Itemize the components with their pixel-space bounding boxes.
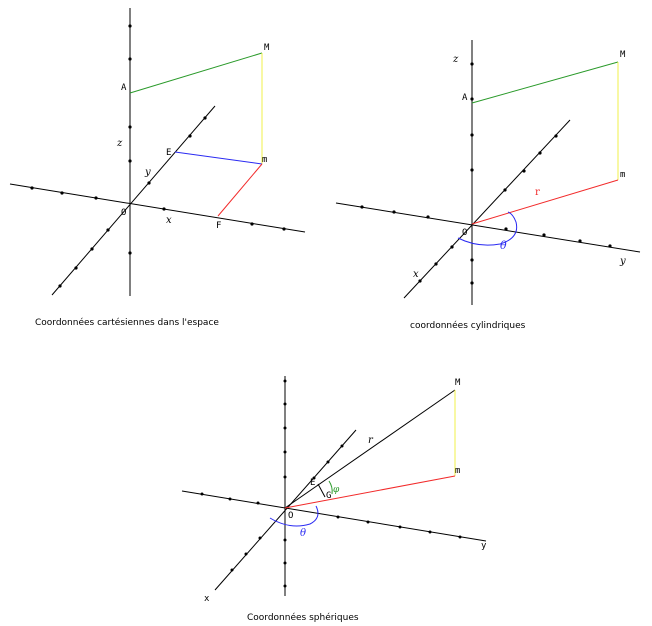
label-y: y xyxy=(144,167,151,178)
green-segment-AM xyxy=(471,61,619,104)
label-x: x xyxy=(166,215,172,226)
green-segment-AM xyxy=(129,52,263,94)
theta-arc xyxy=(269,505,319,527)
label-A: A xyxy=(462,93,468,103)
label-m: m xyxy=(620,170,625,180)
segment-EG xyxy=(317,483,326,498)
caption-cartesian: Coordonnées cartésiennes dans l'espace xyxy=(35,317,219,328)
label-m: m xyxy=(262,155,267,165)
axis-ticks xyxy=(30,24,286,288)
label-E: E xyxy=(310,478,315,488)
label-y: y xyxy=(619,256,626,267)
y-axis xyxy=(181,490,487,542)
horizontal-axis xyxy=(9,183,306,233)
label-M: M xyxy=(264,43,270,53)
radius-r-segment xyxy=(284,389,456,509)
label-r: r xyxy=(535,187,540,198)
label-M: M xyxy=(620,50,626,60)
axis-ticks xyxy=(200,379,462,588)
radius-r-segment xyxy=(471,179,619,225)
x-axis xyxy=(214,429,357,591)
label-phi: φ xyxy=(333,485,340,495)
red-segment-Om xyxy=(284,475,456,509)
label-O: O xyxy=(121,208,126,218)
label-r: r xyxy=(368,435,374,446)
theta-arc xyxy=(457,211,518,246)
spherical-panel: M r m E G φ O θ y x Coordonnées sphériqu… xyxy=(181,376,487,623)
blue-segment-Em xyxy=(174,151,263,165)
label-O: O xyxy=(462,228,467,238)
caption-cylindrical: coordonnées cylindriques xyxy=(410,320,526,331)
label-m: m xyxy=(455,466,460,476)
cylindrical-panel: z M A m r O θ x y coordonnées cylindriqu… xyxy=(335,40,641,331)
caption-spherical: Coordonnées sphériques xyxy=(247,612,359,623)
label-O: O xyxy=(288,511,293,521)
depth-axis xyxy=(51,105,216,296)
red-segment-Fm xyxy=(217,163,263,217)
label-theta: θ xyxy=(300,528,306,539)
phi-arc xyxy=(328,480,333,495)
label-theta: θ xyxy=(500,239,507,252)
label-G: G xyxy=(326,491,331,501)
cartesian-panel: M A z E m y O x F Coordonnées cartésienn… xyxy=(9,8,306,328)
label-E: E xyxy=(166,148,171,158)
x-axis xyxy=(403,119,571,299)
label-y: y xyxy=(481,541,487,551)
label-F: F xyxy=(216,221,221,231)
y-axis xyxy=(335,202,641,253)
label-z: z xyxy=(116,138,123,149)
label-z: z xyxy=(452,54,459,65)
label-A: A xyxy=(121,83,127,93)
label-x: x xyxy=(413,269,419,280)
axis-ticks xyxy=(360,62,612,285)
label-M: M xyxy=(455,378,461,388)
label-x: x xyxy=(204,594,210,604)
